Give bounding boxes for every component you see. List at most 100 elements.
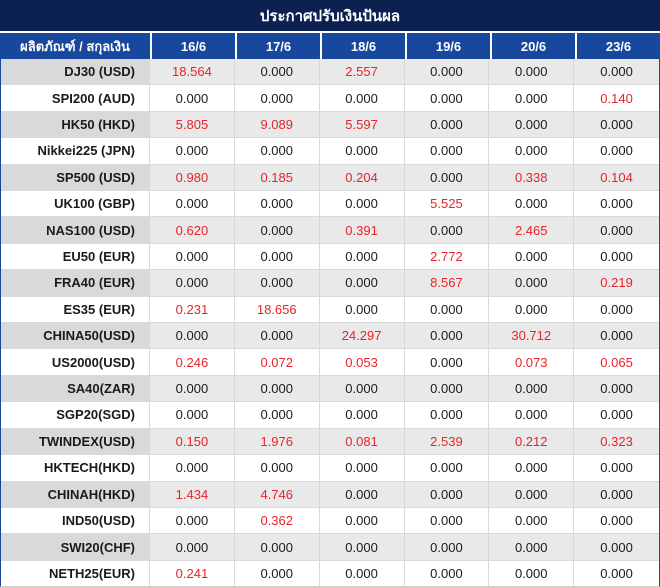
table-row: CHINA50(USD) 0.000 0.000 24.297 0.000 30.712 0…	[1, 323, 659, 350]
value-cell: 0.000	[235, 323, 320, 349]
value-cell: 0.000	[320, 243, 405, 270]
date-column-header: 23/6	[575, 33, 660, 59]
value-cell: 0.185	[235, 164, 320, 191]
value-cell: 0.000	[489, 243, 575, 270]
value-cell: 0.000	[489, 402, 575, 428]
value-cell: 0.000	[150, 243, 235, 270]
value-cell: 0.065	[600, 354, 633, 370]
value-cell: 0.000	[489, 375, 575, 402]
value-cell: 0.000	[600, 407, 633, 423]
product-cell: DJ30 (USD)	[1, 59, 150, 85]
table-row: ES35 (EUR) 0.231 18.656 0.000 0.000 0.000 0.00…	[1, 296, 659, 324]
value-cell: 0.000	[600, 222, 633, 238]
value-cell: 0.231	[150, 296, 235, 323]
table-row: NETH25(EUR) 0.241 0.000 0.000 0.000 0.000 0.00…	[1, 560, 659, 587]
product-cell: SPI200 (AUD)	[1, 85, 150, 111]
product-cell: NAS100 (USD)	[1, 217, 150, 243]
table-title: ประกาศปรับเงินปันผล	[0, 0, 660, 31]
value-cell: 0.000	[405, 481, 490, 507]
value-cell: 0.000	[405, 296, 490, 323]
value-cell: 0.000	[600, 301, 633, 317]
value-cell: 0.000	[405, 164, 490, 191]
value-cell: 0.000	[489, 270, 575, 296]
value-cell: 0.000	[600, 117, 633, 133]
value-cell: 0.000	[320, 455, 405, 481]
value-cell: 5.525	[405, 191, 490, 217]
value-cell: 0.000	[600, 249, 633, 265]
product-cell: US2000(USD)	[1, 349, 150, 375]
value-cell: 0.241	[150, 560, 235, 587]
product-cell: IND50(USD)	[1, 507, 150, 534]
value-cell: 0.212	[489, 428, 575, 455]
table-body: DJ30 (USD) 18.564 0.000 2.557 0.000 0.000 0.00…	[0, 59, 660, 587]
table-row: Nikkei225 (JPN) 0.000 0.000 0.000 0.000 0.000…	[1, 138, 659, 165]
date-column-header: 16/6	[150, 33, 235, 59]
table-row: SPI200 (AUD) 0.000 0.000 0.000 0.000 0.000 0.1…	[1, 85, 659, 112]
value-cell: 0.000	[489, 507, 575, 534]
table-row: HKTECH(HKD) 0.000 0.000 0.000 0.000 0.000 0.00…	[1, 455, 659, 482]
value-cell: 0.000	[600, 381, 633, 397]
value-cell: 0.000	[235, 138, 320, 164]
value-cell: 0.000	[235, 191, 320, 217]
value-cell: 0.000	[489, 455, 575, 481]
table-row: HK50 (HKD) 5.805 9.089 5.597 0.000 0.000 0.000	[1, 111, 659, 139]
product-cell: FRA40 (EUR)	[1, 270, 150, 296]
value-cell: 0.000	[405, 402, 490, 428]
value-cell: 0.000	[489, 111, 575, 138]
table-row: UK100 (GBP) 0.000 0.000 0.000 5.525 0.000 0.00…	[1, 191, 659, 218]
table-row: TWINDEX(USD) 0.150 1.976 0.081 2.539 0.212 0.3…	[1, 428, 659, 456]
product-cell: CHINAH(HKD)	[1, 481, 150, 507]
value-cell: 0.338	[489, 164, 575, 191]
value-cell: 0.000	[235, 402, 320, 428]
value-cell: 0.000	[150, 323, 235, 349]
value-cell: 0.000	[235, 85, 320, 111]
value-cell: 0.000	[600, 196, 633, 212]
product-cell: SP500 (USD)	[1, 164, 150, 191]
value-cell: 0.000	[600, 143, 633, 159]
table-row: US2000(USD) 0.246 0.072 0.053 0.000 0.073 0.06…	[1, 349, 659, 376]
value-cell: 0.000	[235, 375, 320, 402]
value-cell: 1.434	[150, 481, 235, 507]
date-column-header: 20/6	[490, 33, 575, 59]
value-cell: 0.000	[320, 138, 405, 164]
product-cell: HKTECH(HKD)	[1, 455, 150, 481]
value-cell: 30.712	[489, 323, 575, 349]
value-cell: 9.089	[235, 111, 320, 138]
value-cell: 0.000	[150, 402, 235, 428]
value-cell: 0.073	[489, 349, 575, 375]
value-cell: 0.000	[235, 59, 320, 85]
value-cell: 0.000	[489, 481, 575, 507]
value-cell: 18.656	[235, 296, 320, 323]
value-cell: 0.081	[320, 428, 405, 455]
value-cell: 0.000	[235, 243, 320, 270]
value-cell: 0.000	[320, 375, 405, 402]
value-cell: 0.000	[235, 217, 320, 243]
value-cell: 0.000	[235, 534, 320, 560]
table-row: NAS100 (USD) 0.620 0.000 0.391 0.000 2.465 0.0…	[1, 217, 659, 244]
value-cell: 0.000	[320, 560, 405, 587]
product-currency-header: ผลิตภัณฑ์ / สกุลเงิน	[20, 38, 130, 54]
value-cell: 0.219	[600, 275, 633, 291]
value-cell: 0.000	[320, 534, 405, 560]
value-cell: 4.746	[235, 481, 320, 507]
value-cell: 0.000	[489, 296, 575, 323]
table-row: SWI20(CHF) 0.000 0.000 0.000 0.000 0.000 0.000	[1, 534, 659, 561]
value-cell: 0.000	[150, 85, 235, 111]
value-cell: 8.567	[405, 270, 490, 296]
value-cell: 0.000	[405, 560, 490, 587]
product-cell: SA40(ZAR)	[1, 375, 150, 402]
value-cell: 2.465	[489, 217, 575, 243]
value-cell: 0.620	[150, 217, 235, 243]
value-cell: 0.000	[235, 270, 320, 296]
value-cell: 0.000	[320, 481, 405, 507]
value-cell: 0.000	[150, 507, 235, 534]
table-row: CHINAH(HKD) 1.434 4.746 0.000 0.000 0.000 0.00…	[1, 481, 659, 508]
value-cell: 24.297	[320, 323, 405, 349]
value-cell: 0.000	[320, 402, 405, 428]
product-cell: HK50 (HKD)	[1, 111, 150, 138]
value-cell: 18.564	[150, 59, 235, 85]
value-cell: 0.000	[405, 375, 490, 402]
value-cell: 0.000	[600, 565, 633, 581]
product-cell: ES35 (EUR)	[1, 296, 150, 323]
